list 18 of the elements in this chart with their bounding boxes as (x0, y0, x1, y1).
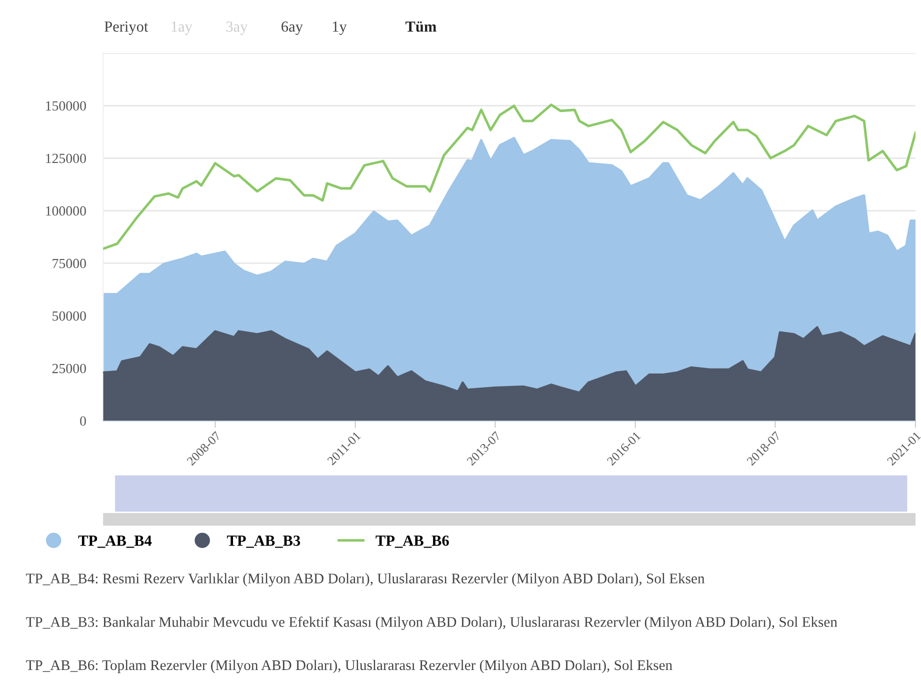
legend-label: TP_AB_B3 (227, 536, 300, 548)
y-tick-label: 50000 (52, 311, 86, 321)
y-tick-label: 75000 (52, 258, 86, 268)
line-series (103, 104, 916, 250)
y-tick-label: 0 (80, 416, 86, 426)
y-tick-label: 25000 (52, 364, 86, 374)
y-tick-label: 125000 (46, 154, 86, 164)
text: Periyot (104, 21, 148, 35)
text: 6ay (282, 21, 303, 35)
text: TP_AB_B4: Resmi Rezerv Varlıklar (Milyon ABD Doları), Uluslararası Rezervler (Milyon ABD Doları), Sol Eksen (26, 573, 705, 586)
text: TP_AB_B3: Bankalar Muhabir Mevcudu ve Efektif Kasası (Milyon ABD Doları), Uluslararası Rezervler (Milyon ABD Doları), Sol Eksen (26, 616, 838, 630)
legend-label: TP_AB_B6 (376, 536, 449, 548)
text: Tüm (405, 21, 436, 32)
text: 1y (332, 22, 347, 35)
legend-label: TP_AB_B4 (78, 536, 152, 548)
text: TP_AB_B6: Toplam Rezervler (Milyon ABD Doları), Uluslararası Rezervler (Milyon ABD Doları), Sol Eksen (26, 660, 672, 674)
y-tick-label: 100000 (46, 206, 86, 216)
y-tick-label: 150000 (46, 101, 86, 111)
